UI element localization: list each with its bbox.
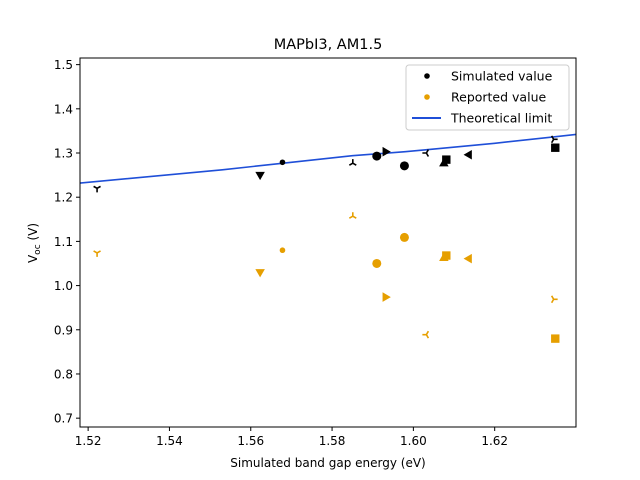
legend: Simulated value Reported value Theoretic… xyxy=(405,64,570,131)
y-tick-label: 1.4 xyxy=(54,102,73,116)
x-axis: 1.52 1.54 1.56 1.58 1.60 1.62 xyxy=(75,427,508,448)
theoretical-limit-line xyxy=(80,133,576,184)
legend-marker-simulated xyxy=(424,73,430,79)
reported-point xyxy=(550,295,558,304)
simulated-point xyxy=(422,149,430,157)
y-axis-title-main: V xyxy=(26,254,40,263)
x-tick-label: 1.52 xyxy=(75,434,102,448)
x-tick-label: 1.60 xyxy=(400,434,427,448)
simulated-point xyxy=(463,150,472,160)
y-tick-label: 1.5 xyxy=(54,58,73,72)
chart-title: MAPbI3, AM1.5 xyxy=(274,37,383,53)
reported-point xyxy=(463,253,472,264)
x-tick-label: 1.62 xyxy=(481,434,508,448)
legend-label-simulated: Simulated value xyxy=(451,69,553,84)
simulated-point xyxy=(442,155,451,164)
legend-label-reported: Reported value xyxy=(451,90,546,105)
y-tick-label: 1.1 xyxy=(54,235,73,249)
x-tick-label: 1.56 xyxy=(237,434,264,448)
reported-point xyxy=(372,258,382,268)
simulated-point xyxy=(399,161,409,171)
simulated-series xyxy=(93,135,560,193)
reported-point xyxy=(442,251,451,260)
reported-point xyxy=(348,212,357,219)
simulated-point xyxy=(372,151,382,161)
plot-area xyxy=(80,133,576,343)
y-axis: 0.7 0.8 0.9 1.0 1.1 1.2 1.3 1.4 1.5 xyxy=(54,58,80,426)
y-tick-label: 1.2 xyxy=(54,191,73,205)
x-tick-label: 1.54 xyxy=(156,434,183,448)
simulated-point xyxy=(551,143,560,152)
y-tick-label: 0.9 xyxy=(54,323,73,337)
axes-frame xyxy=(79,57,577,428)
reported-point xyxy=(422,330,430,339)
x-tick-label: 1.58 xyxy=(319,434,346,448)
y-tick-label: 1.0 xyxy=(54,279,73,293)
reported-point xyxy=(382,292,391,302)
x-axis-title: Simulated band gap energy (eV) xyxy=(230,456,425,470)
simulated-point xyxy=(550,135,558,144)
legend-label-theoretical: Theoretical limit xyxy=(450,111,552,126)
y-axis-title: Voc (V) xyxy=(26,223,43,263)
simulated-point xyxy=(255,171,265,181)
y-tick-label: 0.8 xyxy=(54,367,73,381)
reported-point xyxy=(279,247,286,254)
simulated-point xyxy=(348,159,357,166)
y-tick-label: 0.7 xyxy=(54,412,73,426)
simulated-point xyxy=(279,159,286,166)
simulated-point xyxy=(93,185,101,193)
legend-box xyxy=(405,64,570,131)
y-axis-title-unit: (V) xyxy=(26,223,40,244)
reported-point xyxy=(93,250,101,257)
reported-series xyxy=(93,212,560,343)
y-axis-title-subscript: oc xyxy=(33,244,43,255)
simulated-point xyxy=(382,146,391,157)
legend-marker-reported xyxy=(424,94,430,100)
y-tick-label: 1.3 xyxy=(54,147,73,161)
reported-point xyxy=(399,232,409,242)
reported-point xyxy=(255,269,265,278)
reported-point xyxy=(551,334,560,343)
